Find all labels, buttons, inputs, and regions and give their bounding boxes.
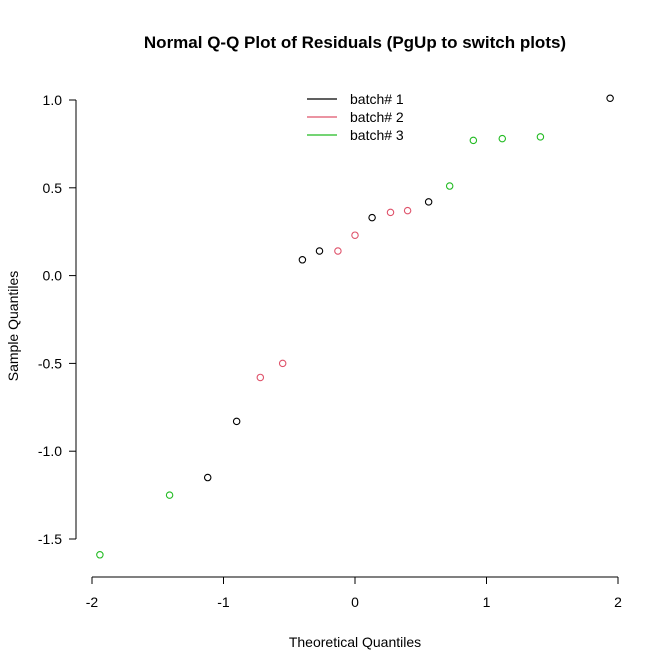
legend: batch# 1 batch# 2 batch# 3	[307, 91, 404, 143]
x-axis-label: Theoretical Quantiles	[289, 634, 421, 650]
data-point-batch-2	[351, 231, 359, 239]
y-tick-label: 1.0	[43, 92, 63, 108]
data-points	[96, 94, 614, 559]
data-point-batch-3	[96, 551, 104, 559]
legend-label-batch-2: batch# 2	[350, 109, 404, 125]
data-point-batch-2	[334, 247, 342, 255]
data-point-batch-2	[386, 208, 395, 217]
y-tick-label: -1.5	[38, 531, 62, 547]
y-tick-label: 0.5	[43, 180, 63, 196]
legend-label-batch-3: batch# 3	[350, 127, 404, 143]
y-tick-label: -1.0	[38, 443, 62, 459]
data-point-batch-1	[606, 94, 614, 102]
data-point-batch-1	[203, 473, 212, 482]
data-point-batch-1	[298, 256, 307, 264]
x-tick-label: 0	[351, 594, 359, 610]
y-tick-label: 0.0	[43, 268, 63, 284]
legend-label-batch-1: batch# 1	[350, 91, 404, 107]
y-axis: -1.5 -1.0 -0.5 0.0 0.5 1.0	[38, 92, 77, 547]
data-point-batch-3	[536, 133, 545, 141]
data-point-batch-3	[165, 491, 174, 499]
x-axis: -2 -1 0 1 2	[86, 576, 622, 610]
x-tick-label: -2	[86, 594, 99, 610]
data-point-batch-1	[232, 417, 241, 426]
data-point-batch-1	[315, 247, 324, 255]
y-tick-label: -0.5	[38, 355, 62, 371]
data-point-batch-2	[403, 206, 412, 215]
chart-title: Normal Q-Q Plot of Residuals (PgUp to sw…	[144, 33, 566, 52]
data-point-batch-2	[278, 359, 287, 368]
x-tick-label: 1	[483, 594, 491, 610]
data-point-batch-3	[445, 182, 454, 190]
data-point-batch-2	[256, 373, 265, 382]
data-point-batch-1	[424, 198, 433, 206]
x-tick-label: -1	[217, 594, 230, 610]
x-tick-label: 2	[614, 594, 622, 610]
data-point-batch-1	[368, 213, 376, 222]
y-axis-label: Sample Quantiles	[5, 271, 21, 382]
data-point-batch-3	[498, 134, 507, 143]
data-point-batch-3	[469, 136, 478, 145]
